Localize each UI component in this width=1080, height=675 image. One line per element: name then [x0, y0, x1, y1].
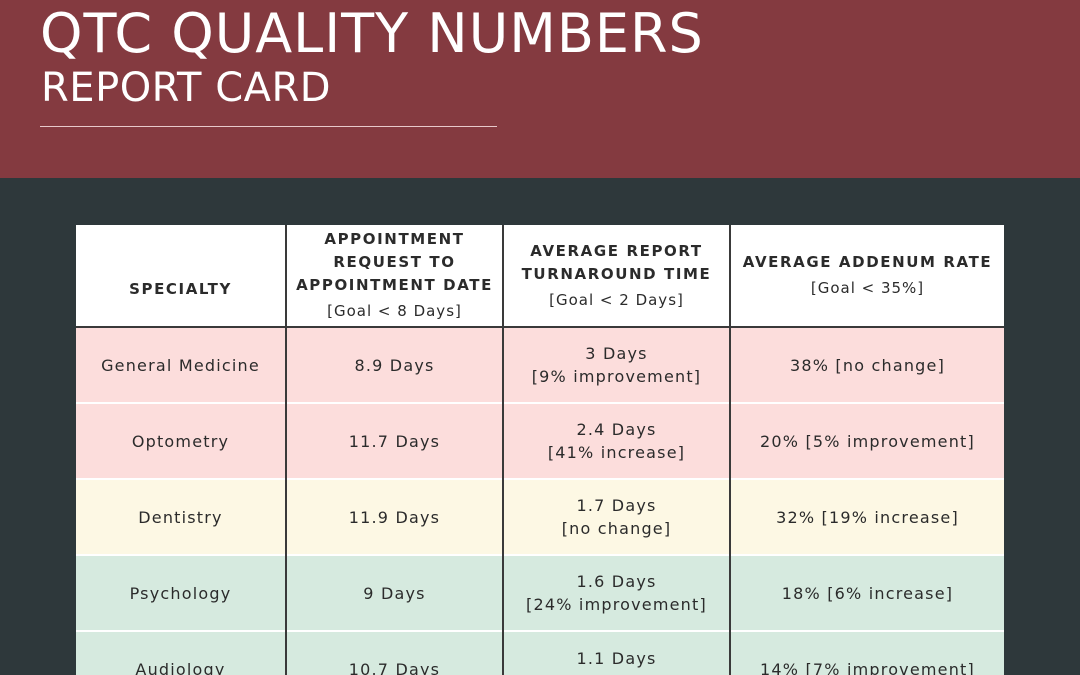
page-subtitle: REPORT CARD — [41, 65, 332, 111]
turnaround-change: [24% improvement] — [526, 595, 707, 614]
cell-turnaround: 1.6 Days [24% improvement] — [502, 554, 730, 631]
cell-addendum: 18% [6% increase] — [729, 554, 1004, 631]
cell-appointment: 11.9 Days — [285, 478, 503, 555]
turnaround-value: 1.6 Days — [576, 572, 657, 591]
column-header-addendum: AVERAGE ADDENUM RATE [Goal < 35%] — [729, 225, 1004, 328]
turnaround-value: 3 Days — [585, 344, 648, 363]
addendum-value: 14% [7% improvement] — [760, 660, 975, 675]
addendum-value: 18% [6% increase] — [781, 583, 954, 603]
cell-addendum: 32% [19% increase] — [729, 478, 1004, 555]
cell-specialty: Optometry — [76, 402, 286, 479]
cell-appointment: 10.7 Days — [285, 630, 503, 675]
cell-specialty: Psychology — [76, 554, 286, 631]
turnaround-change: [41% increase] — [547, 443, 686, 462]
title-divider — [40, 126, 497, 127]
specialty-text: Psychology — [129, 583, 232, 603]
cell-appointment: 11.7 Days — [285, 402, 503, 479]
table-row: Optometry 11.7 Days 2.4 Days [41% increase]… — [76, 402, 1004, 479]
cell-turnaround: 1.7 Days [no change] — [502, 478, 730, 555]
column-header-appointment: APPOINTMENT REQUEST TO APPOINTMENT DATE … — [285, 225, 503, 328]
cell-turnaround: 1.1 Days [15% improvement] — [502, 630, 730, 675]
cell-specialty: General Medicine — [76, 326, 286, 403]
cell-turnaround: 2.4 Days [41% increase] — [502, 402, 730, 479]
appointment-value: 10.7 Days — [348, 660, 441, 675]
turnaround-value: 1.7 Days — [576, 496, 657, 515]
turnaround-change: [15% improvement] — [504, 670, 729, 675]
column-goal: [Goal < 2 Days] — [549, 290, 684, 309]
cell-turnaround: 3 Days [9% improvement] — [502, 326, 730, 403]
header-banner: QTC QUALITY NUMBERS REPORT CARD — [0, 0, 1080, 178]
page-title: QTC QUALITY NUMBERS — [40, 2, 704, 65]
cell-addendum: 38% [no change] — [729, 326, 1004, 403]
specialty-text: General Medicine — [101, 355, 260, 375]
table-row: General Medicine 8.9 Days 3 Days [9% improv… — [76, 326, 1004, 403]
addendum-value: 38% [no change] — [789, 355, 946, 375]
appointment-value: 8.9 Days — [354, 355, 435, 375]
cell-addendum: 14% [7% improvement] — [729, 630, 1004, 675]
column-goal: [Goal < 8 Days] — [327, 302, 462, 320]
specialty-text: Audiology — [135, 660, 226, 675]
table-row: Psychology 9 Days 1.6 Days [24% improvement… — [76, 554, 1004, 631]
turnaround-change: [9% improvement] — [531, 367, 702, 386]
table-row: Dentistry 11.9 Days 1.7 Days [no change] 32%… — [76, 478, 1004, 555]
addendum-value: 20% [5% improvement] — [760, 431, 975, 451]
cell-specialty: Audiology — [76, 630, 286, 675]
cell-appointment: 9 Days — [285, 554, 503, 631]
turnaround-value: 2.4 Days — [576, 420, 657, 439]
column-header-turnaround: AVERAGE REPORT TURNAROUND TIME [Goal < 2… — [502, 225, 730, 328]
turnaround-change: [no change] — [561, 519, 672, 538]
table-header-row: SPECIALTY APPOINTMENT REQUEST TO APPOINT… — [76, 225, 1004, 328]
cell-appointment: 8.9 Days — [285, 326, 503, 403]
cell-specialty: Dentistry — [76, 478, 286, 555]
addendum-value: 32% [19% increase] — [776, 507, 959, 527]
column-header-specialty: SPECIALTY — [76, 225, 286, 328]
report-card-table: SPECIALTY APPOINTMENT REQUEST TO APPOINT… — [76, 225, 1004, 675]
appointment-value: 11.7 Days — [348, 431, 441, 451]
appointment-value: 9 Days — [363, 583, 426, 603]
column-header-label: APPOINTMENT REQUEST TO APPOINTMENT DATE — [296, 230, 493, 294]
table-row: Audiology 10.7 Days 1.1 Days [15% improveme… — [76, 630, 1004, 675]
turnaround-value: 1.1 Days — [576, 648, 657, 668]
specialty-text: Optometry — [131, 431, 230, 451]
cell-addendum: 20% [5% improvement] — [729, 402, 1004, 479]
column-header-label: AVERAGE REPORT TURNAROUND TIME — [521, 241, 712, 283]
column-goal: [Goal < 35%] — [810, 279, 925, 297]
appointment-value: 11.9 Days — [348, 507, 441, 527]
specialty-text: Dentistry — [138, 507, 223, 527]
column-header-label: AVERAGE ADDENUM RATE — [742, 253, 993, 271]
column-header-label: SPECIALTY — [129, 280, 232, 298]
